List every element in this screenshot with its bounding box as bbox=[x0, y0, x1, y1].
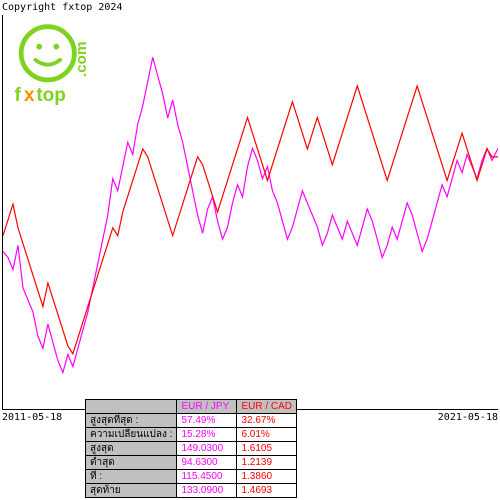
x-axis-start: 2011-05-18 bbox=[2, 412, 62, 423]
table-col-header: EUR / JPY bbox=[177, 400, 237, 414]
line-chart-svg bbox=[3, 15, 498, 409]
table-cell: 149.0300 bbox=[177, 442, 237, 456]
series-line bbox=[3, 86, 498, 354]
table-corner bbox=[86, 400, 177, 414]
table-cell: 1.2139 bbox=[237, 456, 297, 470]
table-cell: 1.3860 bbox=[237, 470, 297, 484]
table-cell: 1.6105 bbox=[237, 442, 297, 456]
row-label: สุดท้าย bbox=[86, 484, 177, 498]
table-row: สูงสุดที่สุด :57.49%32.67% bbox=[86, 414, 297, 428]
table-cell: 133.0900 bbox=[177, 484, 237, 498]
table-row: ความเปลี่ยนแปลง :15.28%6.01% bbox=[86, 428, 297, 442]
table-cell: 32.67% bbox=[237, 414, 297, 428]
table-header-row: EUR / JPYEUR / CAD bbox=[86, 400, 297, 414]
table-row: ต่ำสุด94.63001.2139 bbox=[86, 456, 297, 470]
table-row: สุดท้าย133.09001.4693 bbox=[86, 484, 297, 498]
row-label: ต่ำสุด bbox=[86, 456, 177, 470]
row-label: สูงสุด bbox=[86, 442, 177, 456]
table-cell: 115.4500 bbox=[177, 470, 237, 484]
series-line bbox=[3, 57, 498, 372]
chart-plot-area bbox=[2, 15, 498, 410]
table-cell: 94.6300 bbox=[177, 456, 237, 470]
table-cell: 1.4693 bbox=[237, 484, 297, 498]
table-col-header: EUR / CAD bbox=[237, 400, 297, 414]
table-row: สูงสุด149.03001.6105 bbox=[86, 442, 297, 456]
row-label: ที่ : bbox=[86, 470, 177, 484]
row-label: ความเปลี่ยนแปลง : bbox=[86, 428, 177, 442]
table-cell: 6.01% bbox=[237, 428, 297, 442]
table-cell: 57.49% bbox=[177, 414, 237, 428]
table-row: ที่ :115.45001.3860 bbox=[86, 470, 297, 484]
copyright-text: Copyright fxtop 2024 bbox=[2, 2, 122, 13]
x-axis-end: 2021-05-18 bbox=[438, 412, 498, 423]
row-label: สูงสุดที่สุด : bbox=[86, 414, 177, 428]
table-cell: 15.28% bbox=[177, 428, 237, 442]
stats-table: EUR / JPYEUR / CADสูงสุดที่สุด :57.49%32… bbox=[85, 399, 297, 498]
